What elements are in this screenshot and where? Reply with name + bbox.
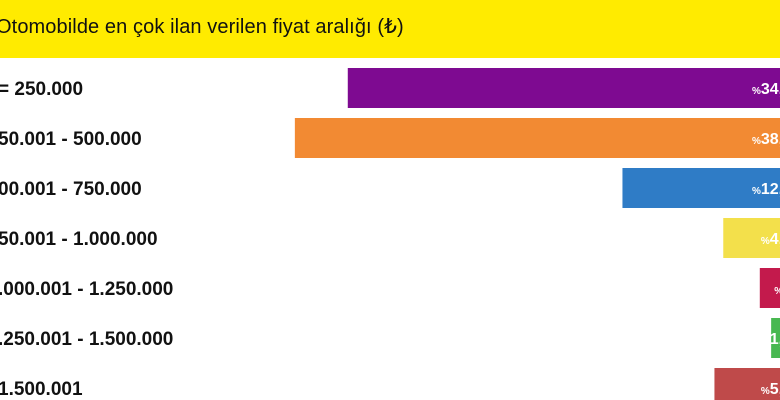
category-label: = 250.000 <box>0 79 83 100</box>
bar <box>759 268 780 308</box>
bar <box>771 318 780 358</box>
bar <box>294 118 780 158</box>
value-label: %12,9 <box>752 181 780 198</box>
bar <box>723 218 780 258</box>
category-label: .250.001 - 1.500.000 <box>0 329 173 350</box>
value-label: %4,9 <box>761 231 780 248</box>
value-label: %5,6 <box>761 381 780 398</box>
category-label: .000.001 - 1.250.000 <box>0 279 173 300</box>
bar-chart: = 250.000 %34,7 50.001 - 500.000 %38,9 00.00… <box>0 68 780 400</box>
category-label: 00.001 - 750.000 <box>0 179 142 200</box>
bar <box>714 368 780 400</box>
bar <box>347 68 780 108</box>
bar <box>622 168 780 208</box>
title-bar: Otomobilde en çok ilan verilen fiyat ara… <box>0 0 780 58</box>
value-label: %38,9 <box>752 131 780 148</box>
value-label: %2 <box>774 281 780 298</box>
category-label: 50.001 - 500.000 <box>0 129 142 150</box>
value-label: %34,7 <box>752 81 780 98</box>
category-label: 1.500.001 <box>0 379 83 400</box>
value-label: %1,1 <box>761 331 780 348</box>
chart-title: Otomobilde en çok ilan verilen fiyat ara… <box>0 16 404 38</box>
category-label: 50.001 - 1.000.000 <box>0 229 158 250</box>
